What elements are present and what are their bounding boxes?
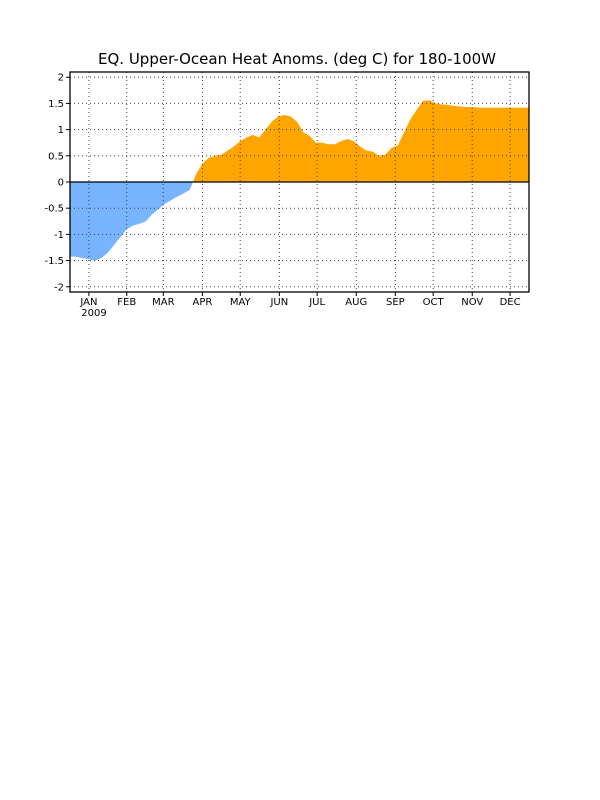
y-tick-label: 1	[58, 125, 64, 136]
positive-anomaly-area	[70, 100, 529, 182]
y-tick-label: -2	[54, 282, 64, 293]
x-tick-label: OCT	[423, 297, 445, 308]
year-label: 2009	[81, 308, 106, 319]
x-tick-label: DEC	[500, 297, 521, 308]
x-tick-label: FEB	[117, 297, 136, 308]
x-tick-label: SEP	[386, 297, 405, 308]
x-axis: JAN FEB MAR APR MAY JUN JUL AUG SEP OCT NOV DEC	[79, 292, 521, 308]
y-tick-label: 0	[58, 178, 64, 189]
chart-title: EQ. Upper-Ocean Heat Anoms. (deg C) for …	[98, 50, 496, 68]
y-tick-label: -1	[54, 230, 64, 241]
x-tick-label: MAR	[152, 297, 174, 308]
x-tick-label: JUL	[308, 297, 325, 308]
x-tick-label: NOV	[461, 297, 483, 308]
x-tick-label: MAY	[230, 297, 252, 308]
grid-lines	[70, 72, 529, 292]
y-tick-label: 2	[58, 73, 64, 84]
y-tick-label: 1.5	[48, 99, 64, 110]
anomaly-area	[70, 100, 529, 261]
x-tick-label: JUN	[269, 297, 288, 308]
y-tick-label: -1.5	[44, 256, 64, 267]
y-tick-label: -0.5	[44, 204, 64, 215]
y-axis: 2 1.5 1 0.5 0 -0.5 -1 -1.5 -2	[44, 73, 70, 293]
x-tick-label: APR	[192, 297, 212, 308]
y-tick-label: 0.5	[48, 151, 64, 162]
negative-anomaly-area	[70, 182, 529, 261]
x-tick-label: AUG	[345, 297, 367, 308]
x-tick-label: JAN	[79, 297, 97, 308]
